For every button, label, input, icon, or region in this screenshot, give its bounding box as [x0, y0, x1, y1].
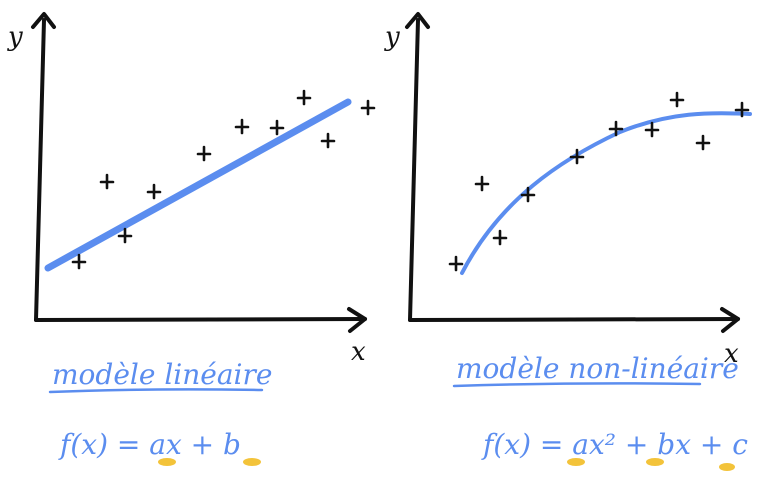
left-x-axis: [34, 317, 367, 322]
right-b-highlight: [646, 458, 664, 466]
right-coef-b: b: [657, 428, 675, 461]
data-point: [492, 229, 508, 246]
right-y-axis: [408, 18, 420, 322]
data-point: [608, 120, 624, 137]
right-title-underline: [452, 382, 702, 388]
left-data-points: [71, 89, 376, 270]
data-point: [320, 132, 336, 149]
left-b-highlight: [243, 458, 261, 466]
right-coef-a: a: [572, 428, 589, 461]
left-coef-a: a: [149, 428, 166, 461]
data-point: [296, 89, 312, 106]
data-point: [474, 175, 490, 192]
data-point: [117, 227, 133, 244]
right-x-arrowhead: [720, 307, 740, 333]
left-x-axis-label: x: [351, 337, 366, 367]
right-formula: f(x) = ax² + bx + c: [481, 428, 748, 461]
right-x-axis-label: x: [724, 339, 739, 369]
data-point: [520, 186, 536, 203]
left-y-axis: [34, 18, 46, 322]
left-y-arrowhead: [31, 12, 56, 29]
right-coef-c: c: [732, 428, 748, 461]
left-coef-b: b: [223, 428, 241, 461]
data-point: [269, 119, 285, 136]
data-point: [146, 183, 162, 200]
right-y-arrowhead: [405, 12, 430, 29]
left-model-title: modèle linéaire: [52, 358, 272, 391]
data-point: [99, 173, 115, 190]
right-a-highlight: [567, 458, 585, 466]
data-point: [360, 99, 376, 116]
data-point: [234, 118, 250, 135]
data-point: [196, 145, 212, 162]
left-x-arrowhead: [347, 307, 367, 333]
data-point: [695, 134, 711, 151]
left-formula: f(x) = ax + b: [58, 428, 241, 461]
left-linear-fit-line: [44, 98, 352, 272]
right-y-axis-label: y: [384, 22, 400, 52]
right-plot: y x modèle non-linéaire f(x) = ax² + bx …: [384, 12, 752, 471]
right-x-axis: [408, 317, 740, 322]
data-point: [569, 148, 585, 165]
right-nonlinear-fit-curve: [460, 111, 752, 275]
left-a-highlight: [158, 458, 176, 466]
left-y-axis-label: y: [7, 22, 23, 52]
data-point: [71, 253, 87, 270]
right-model-title: modèle non-linéaire: [456, 352, 739, 385]
left-title-underline: [48, 388, 264, 394]
data-point: [669, 91, 685, 108]
right-c-highlight: [719, 463, 735, 471]
data-point: [448, 255, 464, 272]
data-point: [734, 101, 750, 118]
data-point: [644, 121, 660, 138]
right-data-points: [448, 91, 750, 272]
left-plot: y x modèle linéaire f(x) = ax + b: [7, 12, 376, 466]
